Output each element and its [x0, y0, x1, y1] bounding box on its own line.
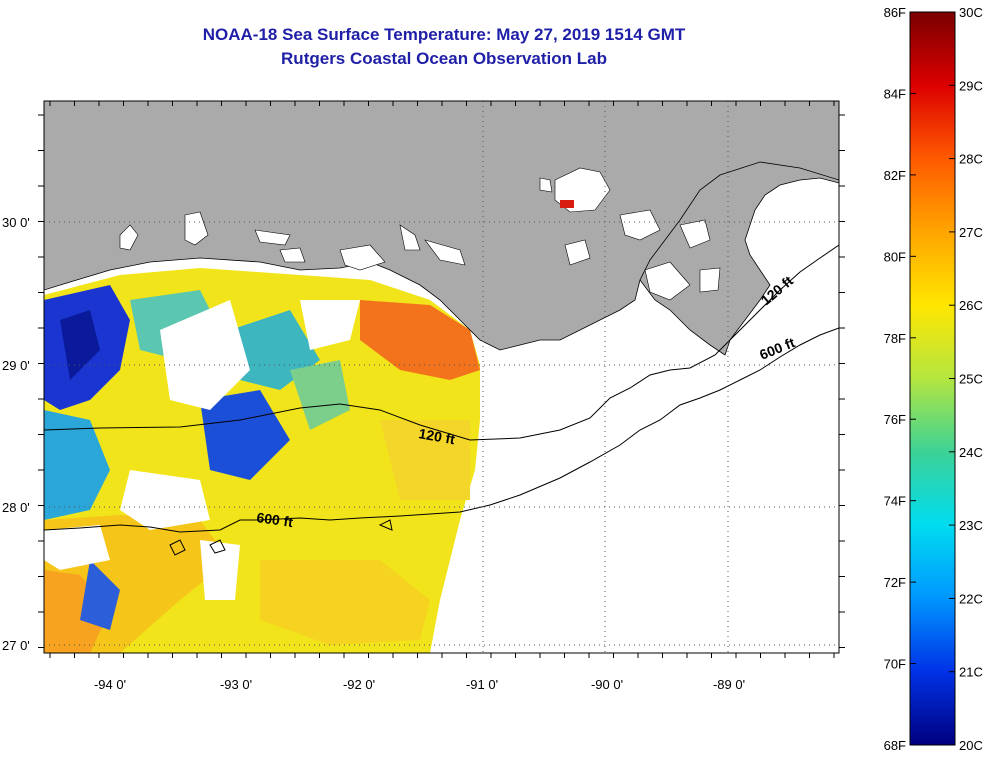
colorbar-c-label: 21C — [959, 665, 983, 680]
colorbar-f-label: 72F — [884, 575, 906, 590]
colorbar-c-label: 30C — [959, 5, 983, 20]
colorbar-f-label: 80F — [884, 249, 906, 264]
contour-label-120-west: 120 ft — [417, 425, 456, 447]
lat-label: 28 0' — [2, 500, 30, 515]
colorbar-c-label: 24C — [959, 445, 983, 460]
lon-label: -92 0' — [343, 677, 375, 692]
colorbar-f-label: 68F — [884, 738, 906, 753]
lon-label: -94 0' — [94, 677, 126, 692]
contour-600ft — [44, 327, 839, 533]
inland-lakes — [119, 167, 721, 301]
bathymetry-contours — [44, 244, 839, 556]
land-mass — [44, 101, 839, 356]
contour-label-600-west: 600 ft — [256, 509, 295, 530]
lat-label: 29 0' — [2, 358, 30, 373]
colorbar-f-label: 82F — [884, 168, 906, 183]
colorbar-c-label: 22C — [959, 591, 983, 606]
colorbar-f-label: 76F — [884, 412, 906, 427]
axis-ticks — [38, 101, 845, 658]
colorbar-f-label: 86F — [884, 5, 906, 20]
latitude-axis: 30 0' 29 0' 28 0' 27 0' — [2, 215, 30, 653]
colorbar-fahrenheit-labels: 86F 84F 82F 80F 78F 76F 74F 72F 70F 68F — [884, 5, 906, 753]
contour-120ft — [44, 244, 839, 441]
lat-label: 27 0' — [2, 638, 30, 653]
map-subtitle: Rutgers Coastal Ocean Observation Lab — [281, 49, 607, 68]
colorbar-f-label: 70F — [884, 657, 906, 672]
colorbar-c-label: 26C — [959, 298, 983, 313]
temperature-colorbar: 86F 84F 82F 80F 78F 76F 74F 72F 70F 68F 30C 29C 28C… — [884, 5, 983, 753]
colorbar-c-label: 27C — [959, 225, 983, 240]
colorbar-bar — [909, 11, 956, 746]
colorbar-celsius-labels: 30C 29C 28C 27C 26C 25C 24C 23C 22C 21C 20C — [959, 5, 983, 753]
graticule — [44, 101, 839, 653]
colorbar-c-label: 20C — [959, 738, 983, 753]
map-content: 120 ft 120 ft 600 ft 600 ft — [44, 101, 839, 653]
colorbar-c-label: 23C — [959, 518, 983, 533]
map-title: NOAA-18 Sea Surface Temperature: May 27,… — [202, 25, 686, 44]
colorbar-f-label: 74F — [884, 494, 906, 509]
lon-label: -91 0' — [466, 677, 498, 692]
lon-label: -90 0' — [591, 677, 623, 692]
colorbar-f-label: 84F — [884, 86, 906, 101]
lat-label: 30 0' — [2, 215, 30, 230]
colorbar-ticks — [910, 11, 955, 746]
lon-label: -93 0' — [220, 677, 252, 692]
colorbar-c-label: 28C — [959, 152, 983, 167]
sst-data-field — [44, 268, 480, 653]
colorbar-f-label: 78F — [884, 331, 906, 346]
colorbar-c-label: 25C — [959, 372, 983, 387]
colorbar-c-label: 29C — [959, 78, 983, 93]
warm-spot — [560, 200, 574, 208]
longitude-axis: -94 0' -93 0' -92 0' -91 0' -90 0' -89 0… — [94, 677, 745, 692]
lon-label: -89 0' — [713, 677, 745, 692]
